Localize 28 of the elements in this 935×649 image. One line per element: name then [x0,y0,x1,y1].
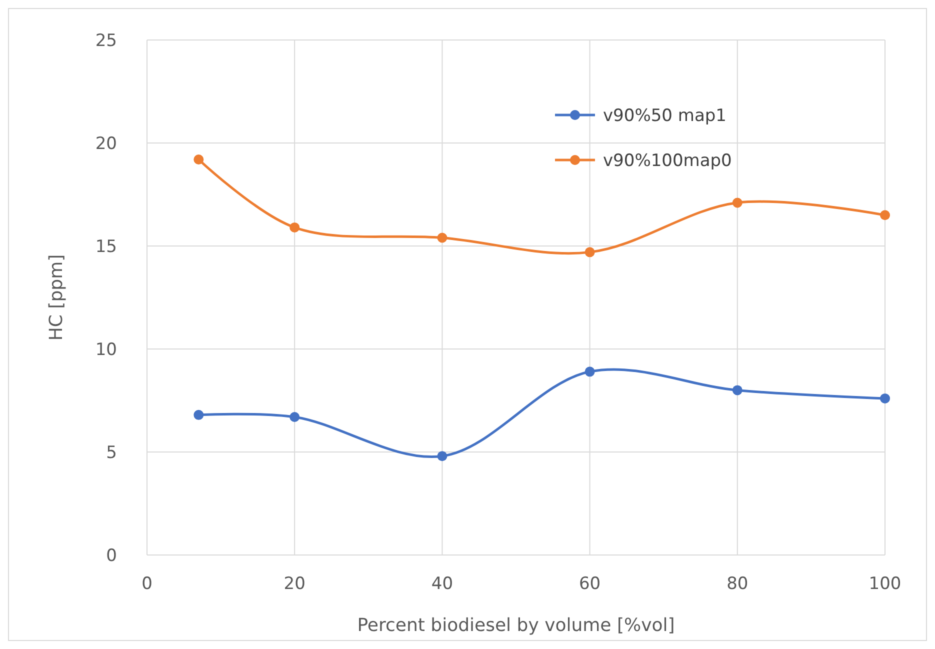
point [732,385,742,396]
y-tick-label: 20 [95,134,117,154]
point [290,412,300,422]
legend-label: v90%100map0 [603,151,732,171]
x-tick-label: 0 [142,574,152,594]
point [290,222,300,232]
y-tick-label: 0 [106,546,117,566]
x-axis-title: Percent biodiesel by volume [%vol] [357,615,675,636]
point [732,198,742,208]
y-tick-label: 10 [95,340,117,360]
point [880,393,890,404]
point [880,210,890,220]
point [194,154,204,164]
y-tick-label: 5 [106,443,117,463]
x-tick-label: 60 [578,574,601,594]
point [437,232,448,243]
x-tick-label: 80 [726,574,748,594]
x-tick-label: 100 [868,574,902,594]
legend-label: v90%50 map1 [603,106,726,126]
point [584,247,595,258]
y-tick-label: 15 [95,237,117,257]
point [194,410,204,420]
x-tick-label: 40 [431,574,454,594]
point [437,451,448,462]
y-tick-label: 25 [95,31,117,51]
x-tick-label: 20 [284,574,306,594]
point [584,366,595,377]
y-axis-title: HC [ppm] [46,254,67,341]
